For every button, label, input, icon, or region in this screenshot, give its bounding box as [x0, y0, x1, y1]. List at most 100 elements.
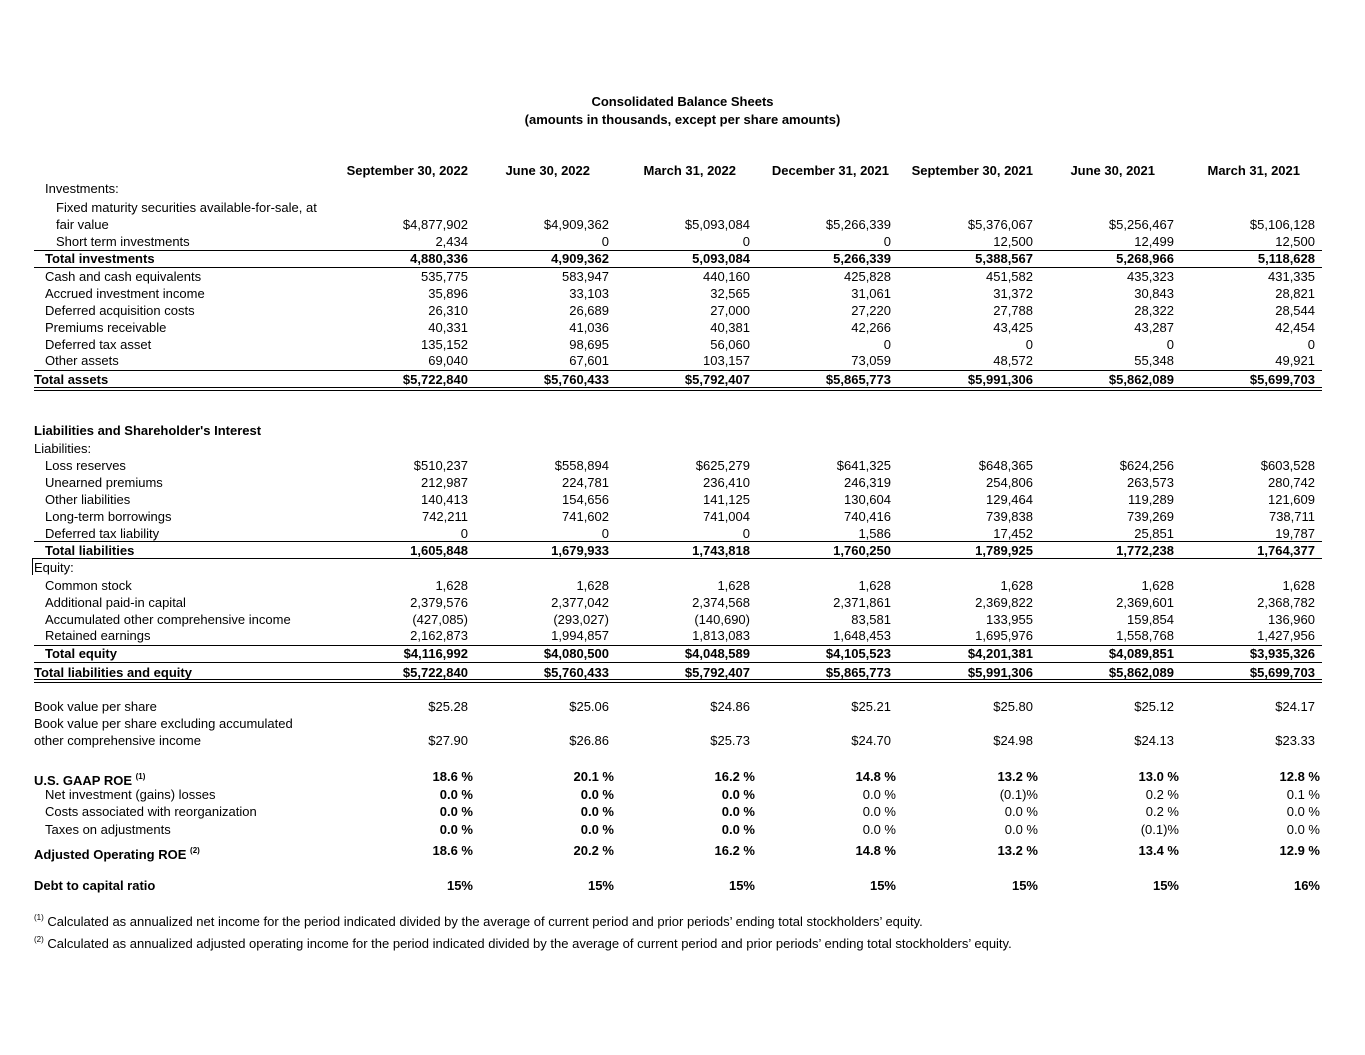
cell-value: 1,628 [576, 578, 609, 593]
cell-value: 49,921 [1275, 353, 1315, 368]
row-label: Total assets [34, 371, 108, 388]
column-header: June 30, 2021 [1070, 163, 1155, 178]
row-label: Investments: [45, 180, 119, 197]
row-label-text: Investments: [45, 181, 119, 196]
row-label-wrap: Book value per share excluding accumulat… [0, 715, 1365, 732]
cell-value: 30,843 [1134, 286, 1174, 301]
footnote-2-marker: (2) [34, 935, 44, 944]
cell-value: 33,103 [569, 286, 609, 301]
cell-value: 246,319 [844, 475, 891, 490]
cell-value: 0 [601, 526, 609, 541]
cell-value: 0.0 % [862, 804, 896, 819]
cell-value: $25.73 [710, 733, 750, 748]
table-row: Deferred acquisition costs 26,310 26,689 27… [0, 302, 1365, 319]
row-label-text: Retained earnings [45, 628, 151, 643]
cell-value: 0.1 % [1286, 787, 1320, 802]
row-label: Other liabilities [45, 491, 130, 508]
cell-value: $5,256,467 [1108, 217, 1174, 232]
cell-value: 739,838 [986, 509, 1033, 524]
row-label-text: Costs associated with reorganization [45, 804, 257, 819]
cell-value: 12,499 [1134, 234, 1174, 249]
cell-value: 140,413 [421, 492, 468, 507]
subtotal-rule [34, 267, 1322, 268]
cell-value: 14.8 % [855, 843, 896, 858]
double-rule [34, 387, 1322, 391]
cell-value: 159,854 [1127, 612, 1174, 627]
table-row: Costs associated with reorganization 0.0 … [0, 803, 1365, 820]
cell-value: 5,118,628 [1257, 251, 1315, 266]
cell-value: $24.98 [993, 733, 1033, 748]
cell-value: 0.0 % [1004, 804, 1038, 819]
cell-value: 48,572 [993, 353, 1033, 368]
cell-value: 741,004 [703, 509, 750, 524]
column-header: March 31, 2021 [1207, 163, 1300, 178]
table-row: Premiums receivable 40,331 41,036 40,381 42,… [0, 319, 1365, 336]
row-label-text: Loss reserves [45, 458, 126, 473]
section-label: Equity: [0, 559, 1365, 576]
cell-value: 0 [1166, 337, 1174, 352]
cell-value: 440,160 [703, 269, 750, 284]
cell-value: 103,157 [703, 353, 750, 368]
footnote-1-text: Calculated as annualized net income for … [47, 914, 923, 929]
table-row: Additional paid-in capital 2,379,576 2,377… [0, 594, 1365, 611]
cell-value: 2,369,822 [975, 595, 1033, 610]
cell-value: 42,266 [851, 320, 891, 335]
cell-value: $5,722,840 [402, 665, 468, 680]
cell-value: 1,628 [1282, 578, 1315, 593]
section-label: Liabilities: [0, 440, 1365, 457]
table-row: Cash and cash equivalents 535,775 583,947 4… [0, 268, 1365, 285]
cell-value: $625,279 [695, 458, 750, 473]
cell-value: $5,760,433 [543, 665, 609, 680]
row-label-text: Book value per share [34, 699, 157, 714]
row-label-text: Other liabilities [45, 492, 131, 507]
cell-value: 451,582 [986, 269, 1033, 284]
cell-value: 0.0 % [1286, 822, 1320, 837]
total-row: Total liabilities and equity $5,722,840 $5… [0, 664, 1365, 681]
row-label: fair value [56, 216, 109, 233]
row-label: Liabilities and Shareholder's Interest [34, 422, 261, 439]
row-label-text: Liabilities: [34, 441, 92, 456]
cell-value: 0 [1025, 337, 1033, 352]
row-label-text: Other assets [45, 353, 119, 368]
cell-value: 0 [883, 234, 891, 249]
cell-value: 0.0 % [580, 787, 614, 802]
row-label: Fixed maturity securities available-for-… [56, 199, 317, 216]
column-header: June 30, 2022 [505, 163, 590, 178]
cell-value: 0.0 % [439, 804, 473, 819]
cell-value: 12,500 [1275, 234, 1315, 249]
cell-value: 5,093,084 [692, 251, 750, 266]
cell-value: 0.0 % [580, 822, 614, 837]
cell-value: 1,628 [1000, 578, 1033, 593]
cell-value: 738,711 [1268, 509, 1315, 524]
cell-value: 0.0 % [1286, 804, 1320, 819]
row-label: Total liabilities [45, 542, 134, 559]
cell-value: 0.0 % [862, 822, 896, 837]
footnote-1-marker: (1) [34, 913, 44, 922]
cell-value: 2,371,861 [833, 595, 891, 610]
row-label-text: Equity: [34, 560, 74, 575]
cell-value: $24.13 [1134, 733, 1174, 748]
cell-value: $3,935,326 [1249, 646, 1315, 661]
table-row: Short term investments 2,434 0 0 0 12,500 12,4… [0, 233, 1365, 250]
cell-value: 0.0 % [580, 804, 614, 819]
cell-value: 18.6 % [432, 843, 473, 858]
footnote-marker: (1) [135, 772, 146, 781]
cell-value: $558,894 [554, 458, 609, 473]
cell-value: 0.0 % [721, 822, 755, 837]
cell-value: 4,909,362 [551, 251, 609, 266]
row-label: Accumulated other comprehensive income [45, 611, 291, 628]
subtotal-rule [32, 558, 1322, 559]
cell-value: 129,464 [986, 492, 1033, 507]
cell-value: $24.17 [1275, 699, 1315, 714]
row-label: Costs associated with reorganization [45, 803, 257, 820]
row-label-text: Common stock [45, 578, 132, 593]
cell-value: 130,604 [844, 492, 891, 507]
cell-value: $624,256 [1119, 458, 1174, 473]
cell-value: 98,695 [569, 337, 609, 352]
cell-value: $641,325 [836, 458, 891, 473]
cell-value: 5,266,339 [833, 251, 891, 266]
cell-value: 31,372 [993, 286, 1033, 301]
row-label: Net investment (gains) losses [45, 786, 216, 803]
cell-value: 431,335 [1268, 269, 1315, 284]
table-row: Book value per share $25.28 $25.06 $24.86 $2… [0, 698, 1365, 715]
